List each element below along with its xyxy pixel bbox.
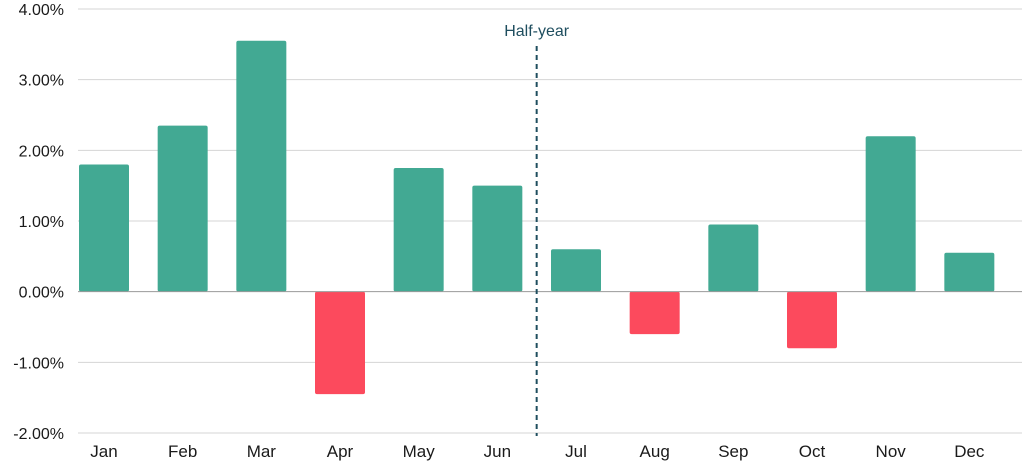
half-year-annotation-label: Half-year: [504, 23, 570, 40]
bar-sep: [708, 224, 759, 292]
bar-dec: [944, 252, 995, 292]
x-axis-category-labels: Jan Feb Mar Apr May Jun Jul Aug Sep Oct Nov Dec: [90, 442, 985, 461]
bar-jun: [472, 185, 523, 292]
x-tick-label: Jun: [484, 442, 511, 461]
x-tick-label: Jul: [565, 442, 587, 461]
y-tick-label: 1.00%: [19, 214, 64, 231]
y-tick-label: 3.00%: [19, 73, 64, 90]
x-tick-label: Mar: [247, 442, 277, 461]
bar-may: [393, 168, 444, 292]
x-tick-label: Nov: [876, 442, 907, 461]
x-tick-label: Oct: [799, 442, 826, 461]
bar-oct: [787, 291, 837, 349]
x-tick-label: Apr: [327, 442, 354, 461]
x-tick-label: Feb: [168, 442, 197, 461]
bar-apr: [315, 291, 365, 395]
x-tick-label: Aug: [640, 442, 670, 461]
bar-nov: [865, 136, 916, 292]
x-tick-label: Sep: [718, 442, 748, 461]
y-axis-tick-labels: 4.00% 3.00% 2.00% 1.00% 0.00% -1.00% -2.00%: [13, 2, 64, 443]
bar-feb: [157, 125, 208, 292]
bar-mar: [236, 40, 287, 292]
x-tick-label: Dec: [954, 442, 985, 461]
gridlines: [78, 8, 1022, 434]
y-tick-label: -2.00%: [13, 426, 64, 443]
y-tick-label: 2.00%: [19, 143, 64, 160]
y-tick-label: 0.00%: [19, 285, 64, 302]
bars: [79, 40, 995, 395]
bar-jan: [79, 164, 129, 292]
y-tick-label: 4.00%: [19, 2, 64, 19]
x-tick-label: May: [403, 442, 436, 461]
y-tick-label: -1.00%: [13, 355, 64, 372]
x-tick-label: Jan: [90, 442, 117, 461]
annotations: Half-year: [504, 23, 570, 436]
bar-aug: [629, 291, 680, 335]
bar-jul: [551, 249, 601, 292]
